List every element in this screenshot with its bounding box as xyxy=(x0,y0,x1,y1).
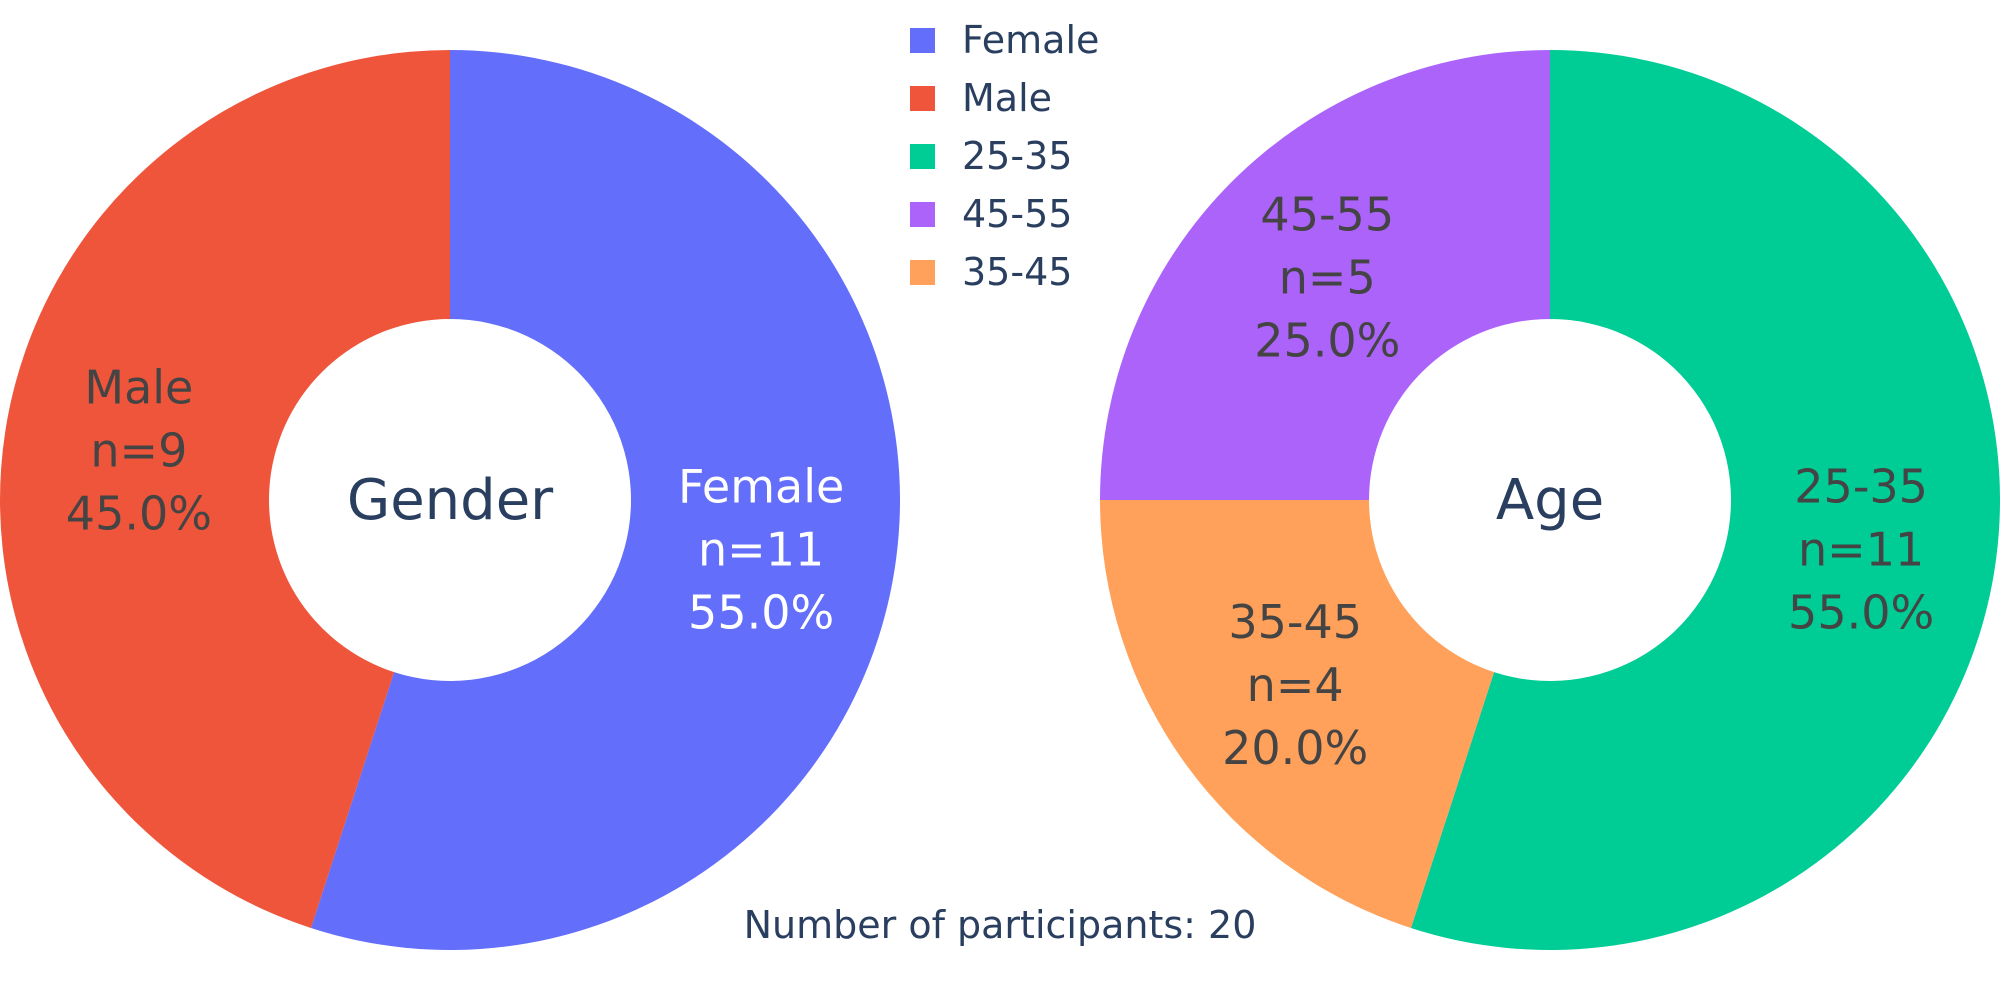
gender-slice-label-line: Male xyxy=(84,361,193,415)
age-slice-label-line: 20.0% xyxy=(1222,721,1368,775)
gender-slice-label-line: n=11 xyxy=(698,522,824,576)
age-slice-label-45-55: 45-55 n=5 25.0% xyxy=(1254,187,1400,367)
gender-slice-label-line: 55.0% xyxy=(688,585,834,639)
legend-swatch-45-55[interactable] xyxy=(910,202,935,227)
age-chart-title: Age xyxy=(1496,468,1604,533)
legend-swatch-male[interactable] xyxy=(910,86,935,111)
gender-slice-labels: Female n=11 55.0% Male n=9 45.0% xyxy=(66,361,844,640)
age-slice-label-line: 25-35 xyxy=(1794,459,1928,513)
gender-slice-label-line: Female xyxy=(678,459,844,513)
gender-slice-label-line: n=9 xyxy=(90,424,187,478)
legend-label-25-35[interactable]: 25-35 xyxy=(962,134,1072,178)
gender-slices xyxy=(0,50,901,951)
gender-chart-title: Gender xyxy=(347,468,554,533)
gender-slice-female xyxy=(310,50,901,951)
legend-label-45-55[interactable]: 45-55 xyxy=(962,192,1072,236)
age-slice-label-line: 45-55 xyxy=(1260,187,1394,241)
age-slice-25-35 xyxy=(1410,50,2000,951)
age-slice-label-line: 25.0% xyxy=(1254,313,1400,367)
gender-slice-label-male: Male n=9 45.0% xyxy=(66,361,212,541)
gender-slice-label-line: 45.0% xyxy=(66,487,212,541)
age-slice-label-line: n=4 xyxy=(1247,658,1344,712)
gender-slice-label-female: Female n=11 55.0% xyxy=(678,459,844,639)
age-slices xyxy=(1100,50,2000,951)
legend-label-35-45[interactable]: 35-45 xyxy=(962,250,1072,294)
age-slice-35-45 xyxy=(1100,500,1495,928)
legend-swatch-25-35[interactable] xyxy=(910,144,935,169)
gender-donut-chart: Female n=11 55.0% Male n=9 45.0% Gender xyxy=(0,50,901,951)
legend-swatch-female[interactable] xyxy=(910,28,935,53)
age-slice-label-line: 55.0% xyxy=(1788,585,1934,639)
age-slice-label-35-45: 35-45 n=4 20.0% xyxy=(1222,595,1368,775)
legend-label-male[interactable]: Male xyxy=(962,76,1052,120)
age-slice-label-line: n=11 xyxy=(1798,522,1924,576)
gender-slice-male xyxy=(0,50,451,928)
age-slice-labels: 25-35 n=11 55.0% 35-45 n=4 20.0% 45-55 n=5 25.0% xyxy=(1222,187,1934,775)
legend-swatch-35-45[interactable] xyxy=(910,260,935,285)
age-slice-label-25-35: 25-35 n=11 55.0% xyxy=(1788,459,1934,639)
age-slice-45-55 xyxy=(1100,50,1550,500)
legend-label-female[interactable]: Female xyxy=(962,18,1099,62)
age-slice-label-line: 35-45 xyxy=(1228,595,1362,649)
age-donut-chart: 25-35 n=11 55.0% 35-45 n=4 20.0% 45-55 n=5 25.0%… xyxy=(1100,50,2000,951)
participants-annotation: Number of participants: 20 xyxy=(744,903,1257,947)
legend: Female Male 25-35 45-55 35-45 xyxy=(910,18,1099,294)
age-slice-label-line: n=5 xyxy=(1279,250,1376,304)
